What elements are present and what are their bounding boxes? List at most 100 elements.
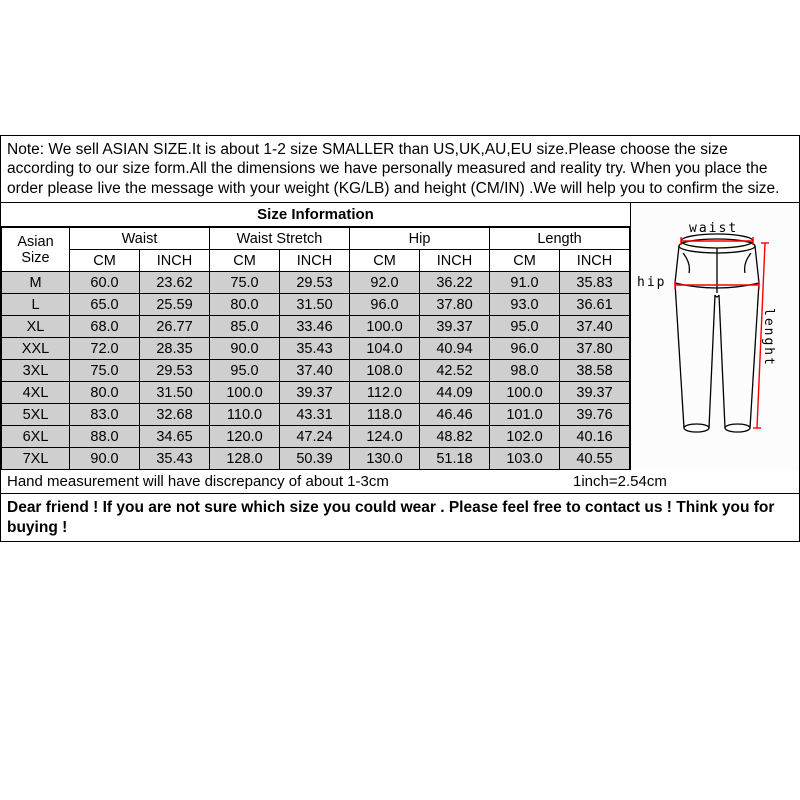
value-cell: 48.82 bbox=[420, 426, 490, 448]
value-cell: 36.61 bbox=[560, 294, 630, 316]
value-cell: 90.0 bbox=[70, 448, 140, 470]
table-body: M60.023.6275.029.5392.036.2291.035.83L65… bbox=[2, 272, 630, 470]
footnote-right: 1inch=2.54cm bbox=[553, 473, 793, 490]
note-text: Note: We sell ASIAN SIZE.It is about 1-2… bbox=[0, 135, 800, 202]
value-cell: 39.37 bbox=[420, 316, 490, 338]
size-cell: 3XL bbox=[2, 360, 70, 382]
value-cell: 65.0 bbox=[70, 294, 140, 316]
size-table: Asian Size Waist Waist Stretch Hip Lengt… bbox=[1, 227, 630, 470]
value-cell: 75.0 bbox=[210, 272, 280, 294]
value-cell: 37.80 bbox=[560, 338, 630, 360]
value-cell: 51.18 bbox=[420, 448, 490, 470]
value-cell: 43.31 bbox=[280, 404, 350, 426]
value-cell: 37.40 bbox=[560, 316, 630, 338]
value-cell: 104.0 bbox=[350, 338, 420, 360]
value-cell: 31.50 bbox=[140, 382, 210, 404]
group-header: Waist Stretch bbox=[210, 228, 350, 250]
sub-header: INCH bbox=[560, 250, 630, 272]
value-cell: 39.76 bbox=[560, 404, 630, 426]
diagram-pane: waist hip lenght bbox=[630, 203, 799, 470]
value-cell: 96.0 bbox=[490, 338, 560, 360]
value-cell: 36.22 bbox=[420, 272, 490, 294]
value-cell: 110.0 bbox=[210, 404, 280, 426]
value-cell: 39.37 bbox=[560, 382, 630, 404]
value-cell: 34.65 bbox=[140, 426, 210, 448]
value-cell: 128.0 bbox=[210, 448, 280, 470]
table-row: M60.023.6275.029.5392.036.2291.035.83 bbox=[2, 272, 630, 294]
value-cell: 25.59 bbox=[140, 294, 210, 316]
sub-header: CM bbox=[350, 250, 420, 272]
value-cell: 92.0 bbox=[350, 272, 420, 294]
sub-header: CM bbox=[70, 250, 140, 272]
footnote-left: Hand measurement will have discrepancy o… bbox=[7, 473, 553, 490]
size-cell: M bbox=[2, 272, 70, 294]
size-cell: 5XL bbox=[2, 404, 70, 426]
value-cell: 75.0 bbox=[70, 360, 140, 382]
value-cell: 42.52 bbox=[420, 360, 490, 382]
value-cell: 46.46 bbox=[420, 404, 490, 426]
closing-text: Dear friend ! If you are not sure which … bbox=[0, 494, 800, 542]
value-cell: 44.09 bbox=[420, 382, 490, 404]
value-cell: 40.16 bbox=[560, 426, 630, 448]
value-cell: 68.0 bbox=[70, 316, 140, 338]
value-cell: 124.0 bbox=[350, 426, 420, 448]
size-cell: L bbox=[2, 294, 70, 316]
table-row: L65.025.5980.031.5096.037.8093.036.61 bbox=[2, 294, 630, 316]
value-cell: 39.37 bbox=[280, 382, 350, 404]
value-cell: 88.0 bbox=[70, 426, 140, 448]
table-row: 5XL83.032.68110.043.31118.046.46101.039.… bbox=[2, 404, 630, 426]
table-row: 4XL80.031.50100.039.37112.044.09100.039.… bbox=[2, 382, 630, 404]
value-cell: 40.55 bbox=[560, 448, 630, 470]
value-cell: 23.62 bbox=[140, 272, 210, 294]
value-cell: 120.0 bbox=[210, 426, 280, 448]
value-cell: 100.0 bbox=[490, 382, 560, 404]
size-cell: 6XL bbox=[2, 426, 70, 448]
value-cell: 26.77 bbox=[140, 316, 210, 338]
value-cell: 35.43 bbox=[140, 448, 210, 470]
value-cell: 47.24 bbox=[280, 426, 350, 448]
sub-header: INCH bbox=[280, 250, 350, 272]
value-cell: 100.0 bbox=[350, 316, 420, 338]
table-row: 3XL75.029.5395.037.40108.042.5298.038.58 bbox=[2, 360, 630, 382]
table-row: 6XL88.034.65120.047.24124.048.82102.040.… bbox=[2, 426, 630, 448]
value-cell: 31.50 bbox=[280, 294, 350, 316]
value-cell: 37.40 bbox=[280, 360, 350, 382]
value-cell: 91.0 bbox=[490, 272, 560, 294]
corner-header: Asian Size bbox=[2, 228, 70, 272]
value-cell: 80.0 bbox=[210, 294, 280, 316]
value-cell: 112.0 bbox=[350, 382, 420, 404]
value-cell: 102.0 bbox=[490, 426, 560, 448]
table-row: XL68.026.7785.033.46100.039.3795.037.40 bbox=[2, 316, 630, 338]
table-row: XXL72.028.3590.035.43104.040.9496.037.80 bbox=[2, 338, 630, 360]
value-cell: 103.0 bbox=[490, 448, 560, 470]
value-cell: 108.0 bbox=[350, 360, 420, 382]
footnote-row: Hand measurement will have discrepancy o… bbox=[0, 470, 800, 494]
size-cell: XXL bbox=[2, 338, 70, 360]
value-cell: 72.0 bbox=[70, 338, 140, 360]
value-cell: 33.46 bbox=[280, 316, 350, 338]
pants-diagram-icon bbox=[639, 213, 794, 443]
value-cell: 95.0 bbox=[490, 316, 560, 338]
value-cell: 35.83 bbox=[560, 272, 630, 294]
size-cell: 4XL bbox=[2, 382, 70, 404]
value-cell: 90.0 bbox=[210, 338, 280, 360]
sub-header: INCH bbox=[140, 250, 210, 272]
sub-header: INCH bbox=[420, 250, 490, 272]
value-cell: 101.0 bbox=[490, 404, 560, 426]
table-row: 7XL90.035.43128.050.39130.051.18103.040.… bbox=[2, 448, 630, 470]
value-cell: 100.0 bbox=[210, 382, 280, 404]
group-header: Length bbox=[490, 228, 630, 250]
value-cell: 118.0 bbox=[350, 404, 420, 426]
value-cell: 83.0 bbox=[70, 404, 140, 426]
value-cell: 96.0 bbox=[350, 294, 420, 316]
group-header: Hip bbox=[350, 228, 490, 250]
value-cell: 50.39 bbox=[280, 448, 350, 470]
value-cell: 35.43 bbox=[280, 338, 350, 360]
value-cell: 38.58 bbox=[560, 360, 630, 382]
table-head: Asian Size Waist Waist Stretch Hip Lengt… bbox=[2, 228, 630, 272]
main-row: Size Information Asian Size Waist Waist … bbox=[0, 202, 800, 470]
value-cell: 130.0 bbox=[350, 448, 420, 470]
sub-header: CM bbox=[210, 250, 280, 272]
value-cell: 40.94 bbox=[420, 338, 490, 360]
value-cell: 28.35 bbox=[140, 338, 210, 360]
